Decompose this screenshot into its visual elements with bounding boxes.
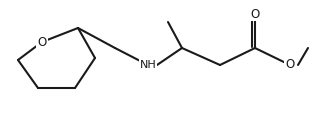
Text: O: O [250,7,259,20]
Text: O: O [37,36,47,49]
Text: NH: NH [140,60,156,70]
Text: O: O [285,59,295,71]
